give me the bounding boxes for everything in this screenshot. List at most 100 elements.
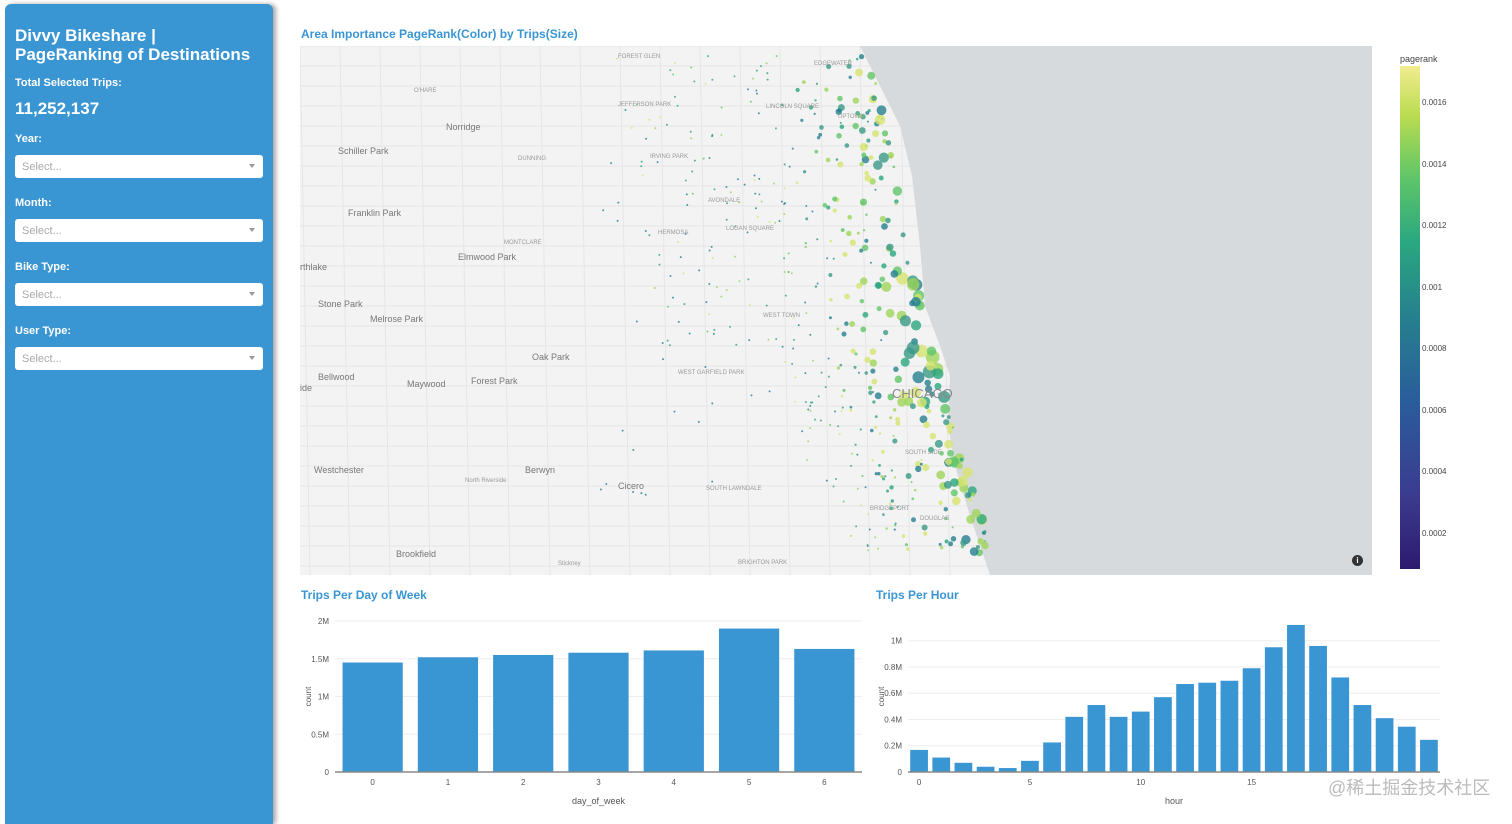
station-point — [943, 480, 952, 489]
station-point — [856, 282, 863, 289]
station-point — [905, 473, 912, 479]
scatter-map[interactable]: FOREST GLEN EDGEWATER O'HARE JEFFERSON PARK… — [300, 46, 1372, 575]
dropdown-placeholder: Select... — [22, 225, 62, 237]
station-point — [757, 112, 760, 115]
station-point — [704, 82, 707, 85]
station-point — [852, 122, 859, 130]
dropdown-placeholder: Select... — [22, 289, 62, 301]
station-point — [864, 371, 869, 375]
map-place-label: Forest Park — [471, 376, 518, 386]
station-point — [966, 515, 976, 524]
station-point — [702, 157, 705, 160]
station-point — [788, 165, 791, 168]
station-point — [733, 75, 736, 78]
station-point — [869, 261, 872, 264]
station-point — [754, 207, 757, 210]
station-point — [801, 430, 804, 433]
station-point — [816, 238, 819, 241]
station-point — [685, 193, 688, 196]
station-point — [715, 286, 718, 289]
filter-dropdown[interactable]: Select... — [15, 219, 263, 242]
map-place-label: JEFFERSON PARK — [618, 102, 672, 108]
station-point — [950, 536, 957, 542]
station-point — [977, 538, 984, 545]
station-point — [893, 408, 897, 412]
hour-chart[interactable]: 0 0.2M 0.4M 0.6M 0.8M 1M 0 5 10 15 hour count — [870, 605, 1460, 815]
day-of-week-chart[interactable]: 0 0.5M 1M 1.5M 2M 0 1 2 3 4 5 6 day_of_week count — [290, 605, 870, 815]
map-place-label: Franklin Park — [348, 208, 402, 218]
y-tick-label: 2M — [318, 617, 329, 626]
bar — [932, 757, 951, 772]
filter-dropdown[interactable]: Select... — [15, 283, 263, 306]
station-point — [885, 308, 895, 318]
station-point — [878, 432, 882, 435]
station-point — [809, 333, 812, 336]
station-point — [713, 188, 716, 191]
map-street — [699, 46, 711, 575]
colorbar-tick: 0.0014 — [1422, 159, 1447, 169]
station-point — [653, 287, 656, 290]
station-point — [817, 395, 820, 398]
station-point — [900, 357, 910, 367]
station-point — [746, 231, 749, 234]
station-point — [874, 188, 877, 191]
station-point — [648, 234, 651, 237]
station-point — [872, 400, 876, 404]
station-point — [874, 425, 878, 429]
station-point — [640, 492, 643, 495]
filter-label: Month: — [15, 197, 52, 209]
station-point — [726, 202, 729, 205]
station-point — [863, 229, 866, 232]
info-icon[interactable]: i — [1352, 555, 1363, 566]
station-point — [792, 338, 795, 341]
station-point — [947, 449, 954, 457]
x-tick-label: 2 — [521, 778, 526, 787]
station-point — [934, 439, 943, 448]
x-axis-title: hour — [1165, 796, 1183, 806]
station-point — [893, 476, 897, 479]
station-point — [725, 186, 728, 189]
station-point — [849, 239, 856, 246]
station-point — [759, 65, 762, 68]
station-point — [697, 420, 700, 423]
total-trips-value: 11,252,137 — [15, 99, 100, 118]
chevron-down-icon — [249, 228, 255, 232]
station-point — [849, 320, 856, 327]
filter-dropdown[interactable]: Select... — [15, 155, 263, 178]
station-point — [858, 127, 866, 134]
station-point — [873, 160, 883, 170]
station-point — [922, 531, 928, 536]
station-point — [805, 204, 808, 207]
station-point — [920, 459, 923, 462]
station-point — [826, 205, 831, 210]
station-point — [825, 479, 828, 482]
colorbar-tick: 0.0006 — [1422, 405, 1447, 415]
station-point — [869, 178, 876, 185]
dropdown-placeholder: Select... — [22, 161, 62, 173]
station-point — [868, 155, 874, 161]
station-point — [885, 140, 892, 146]
station-point — [658, 263, 661, 266]
station-point — [791, 147, 794, 150]
station-point — [824, 386, 827, 389]
station-point — [635, 320, 638, 323]
station-point — [828, 273, 833, 278]
station-point — [734, 225, 737, 228]
station-point — [939, 545, 944, 550]
station-point — [895, 420, 901, 426]
colorbar-tick: 0.0012 — [1422, 221, 1447, 230]
station-point — [923, 421, 930, 429]
filter-dropdown[interactable]: Select... — [15, 347, 263, 370]
station-point — [735, 343, 738, 346]
map-title: Area Importance PageRank(Color) by Trips… — [301, 27, 578, 41]
bar — [1198, 682, 1217, 772]
filter-label: Year: — [15, 133, 42, 145]
station-point — [837, 161, 844, 168]
station-point — [616, 57, 619, 60]
station-point — [864, 174, 872, 182]
station-point — [826, 257, 829, 260]
chevron-down-icon — [249, 164, 255, 168]
station-point — [693, 159, 696, 162]
y-tick-label: 1M — [891, 637, 902, 646]
station-point — [676, 104, 679, 107]
